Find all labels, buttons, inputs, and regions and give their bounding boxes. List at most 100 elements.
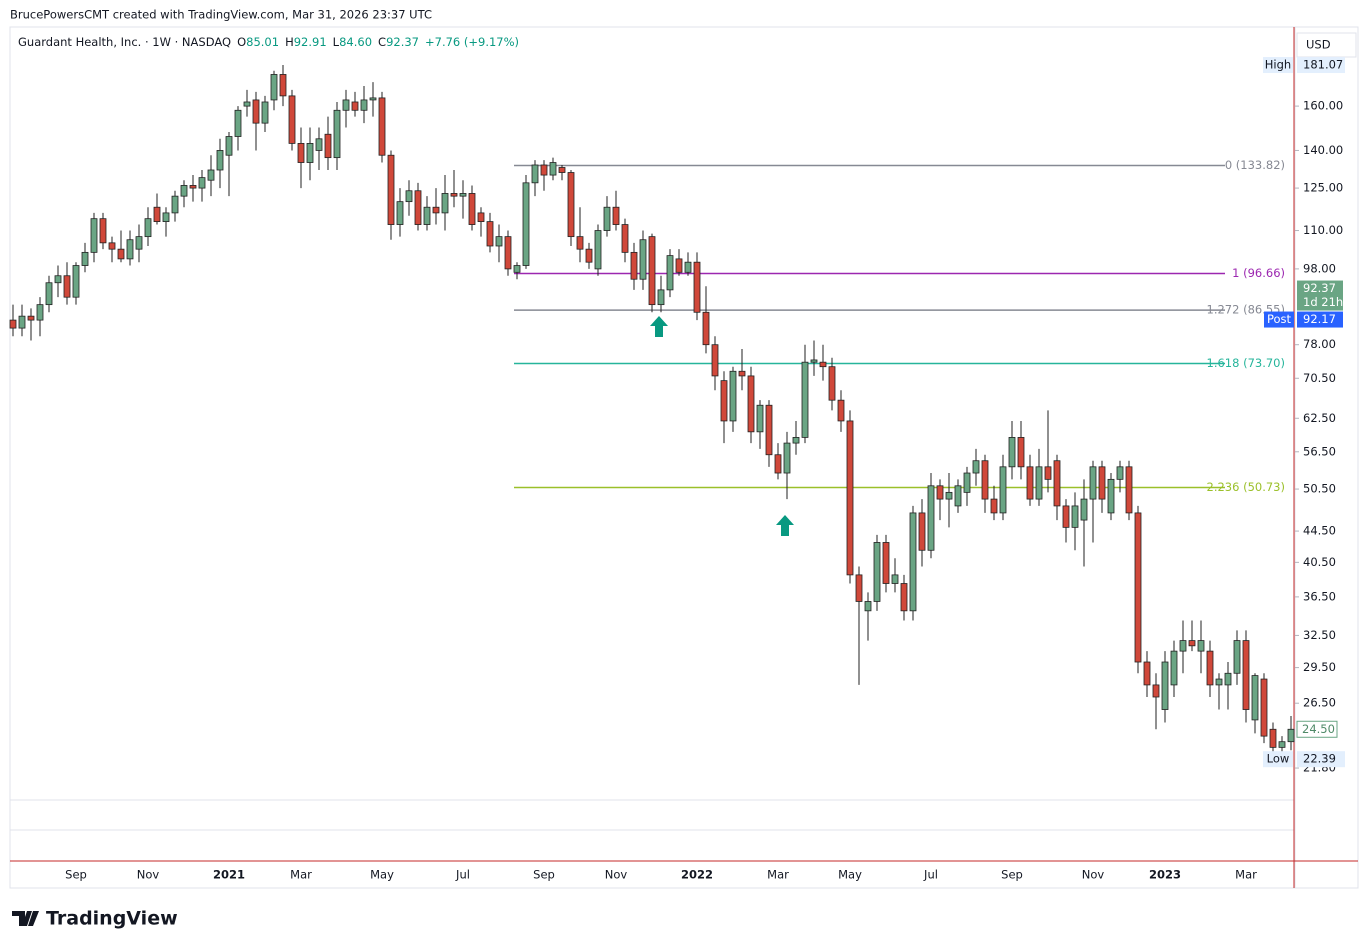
candle-body: [1044, 466, 1052, 480]
candle-body: [198, 177, 206, 189]
candle-body: [216, 150, 224, 171]
candle-body: [1062, 505, 1070, 528]
candle-body: [693, 261, 701, 313]
candle-body: [243, 101, 251, 107]
candle-body: [702, 311, 710, 346]
candle-body: [639, 239, 647, 280]
candle-body: [1242, 640, 1250, 710]
current-price-box: [1297, 280, 1343, 311]
price-tag-box: [1263, 751, 1293, 768]
candle-body: [1080, 498, 1088, 521]
x-tick-label: Jul: [923, 868, 938, 882]
candle-body: [1170, 650, 1178, 686]
candle-body: [9, 319, 17, 329]
ohlc-key: C: [378, 35, 386, 49]
candle-body: [936, 485, 944, 500]
candle-body: [1224, 672, 1232, 686]
candle-body: [1251, 675, 1259, 721]
fib-label: 1.618 (73.70): [1207, 356, 1285, 370]
plot: 0 (133.82)1 (96.66)1.272 (86.55)1.618 (7…: [9, 65, 1295, 760]
candle-body: [1008, 437, 1016, 468]
candle-body: [1143, 661, 1151, 686]
candle-body: [261, 101, 269, 124]
y-tick-label: 56.50: [1303, 444, 1336, 458]
candle-body: [486, 221, 494, 247]
candle-body: [225, 136, 233, 156]
candle-body: [1197, 640, 1205, 652]
candle-body: [873, 542, 881, 602]
post-value: 92.17: [1303, 312, 1336, 326]
candle-body: [99, 218, 107, 244]
price-tag-box: [1263, 57, 1293, 74]
symbol-name: Guardant Health, Inc. · 1W · NASDAQ: [18, 35, 231, 49]
y-tick-label: 98.00: [1303, 261, 1336, 275]
candle-body: [234, 109, 242, 137]
y-tick-label: 78.00: [1303, 337, 1336, 351]
candle-body: [828, 366, 836, 401]
candle-body: [153, 206, 161, 223]
x-tick-label: 2023: [1149, 868, 1181, 882]
countdown: 1d 21h: [1303, 295, 1343, 309]
fib-label: 2.236 (50.73): [1207, 480, 1285, 494]
candle-body: [1278, 741, 1286, 748]
candle-body: [396, 201, 404, 225]
logo-mark: [12, 911, 39, 926]
candle-body: [612, 206, 620, 225]
candle-body: [414, 190, 422, 225]
y-tick-label: 29.50: [1303, 660, 1336, 674]
candle-body: [513, 265, 521, 273]
brand: TradingView: [46, 908, 178, 930]
candle-body: [540, 164, 548, 176]
price-tag: High: [1265, 58, 1291, 72]
candle-body: [504, 236, 512, 270]
candle-body: [1107, 478, 1115, 514]
candle-body: [666, 255, 674, 291]
candle-body: [81, 251, 89, 266]
candle-body: [657, 289, 665, 306]
candle-body: [270, 74, 278, 101]
candle-body: [495, 236, 503, 247]
candle-body: [1017, 437, 1025, 468]
x-tick-label: May: [370, 868, 394, 882]
currency: USD: [1306, 38, 1331, 52]
candle-body: [252, 99, 260, 124]
candle-body: [342, 99, 350, 111]
candle-body: [594, 230, 602, 270]
ohlc-key: H: [285, 35, 294, 49]
candle-body: [36, 304, 44, 321]
brand-logo: TradingView: [12, 908, 178, 930]
candle-body: [18, 315, 26, 329]
candle-body: [72, 265, 80, 298]
candle-body: [603, 206, 611, 231]
ohlc-value: 92.91: [294, 35, 327, 49]
symbol: Guardant Health, Inc. · 1W · NASDAQ O85.0…: [18, 35, 519, 49]
y-tick-label: 36.50: [1303, 589, 1336, 603]
post-tag: Post: [1267, 312, 1292, 326]
candle-body: [54, 275, 62, 284]
x-tick-label: Sep: [533, 868, 555, 882]
candle-body: [774, 454, 782, 474]
legend: Guardant Health, Inc. · 1W · NASDAQ O85.0…: [18, 35, 519, 49]
ohlc-value: 92.37: [386, 35, 419, 49]
candle-body: [108, 242, 116, 250]
candle-body: [441, 193, 449, 214]
candle-body: [576, 236, 584, 250]
y-tick-label: 40.50: [1303, 555, 1336, 569]
x-tick-label: 2022: [681, 868, 713, 882]
candle-body: [468, 193, 476, 225]
candle-body: [864, 601, 872, 612]
ohlc-key: L: [333, 35, 340, 49]
candle-body: [684, 261, 692, 273]
candle-body: [711, 344, 719, 377]
chart-frame: [9, 26, 1359, 889]
candle-body: [1053, 460, 1061, 507]
candle-body: [45, 282, 53, 306]
candle-body: [432, 206, 440, 214]
x-tick-label: Mar: [290, 868, 312, 882]
candle-body: [459, 193, 467, 197]
price-value-box: [1297, 57, 1345, 74]
currency-box: [1296, 32, 1357, 58]
y-tick-label: 26.50: [1303, 696, 1336, 710]
candle-body: [1215, 678, 1223, 686]
